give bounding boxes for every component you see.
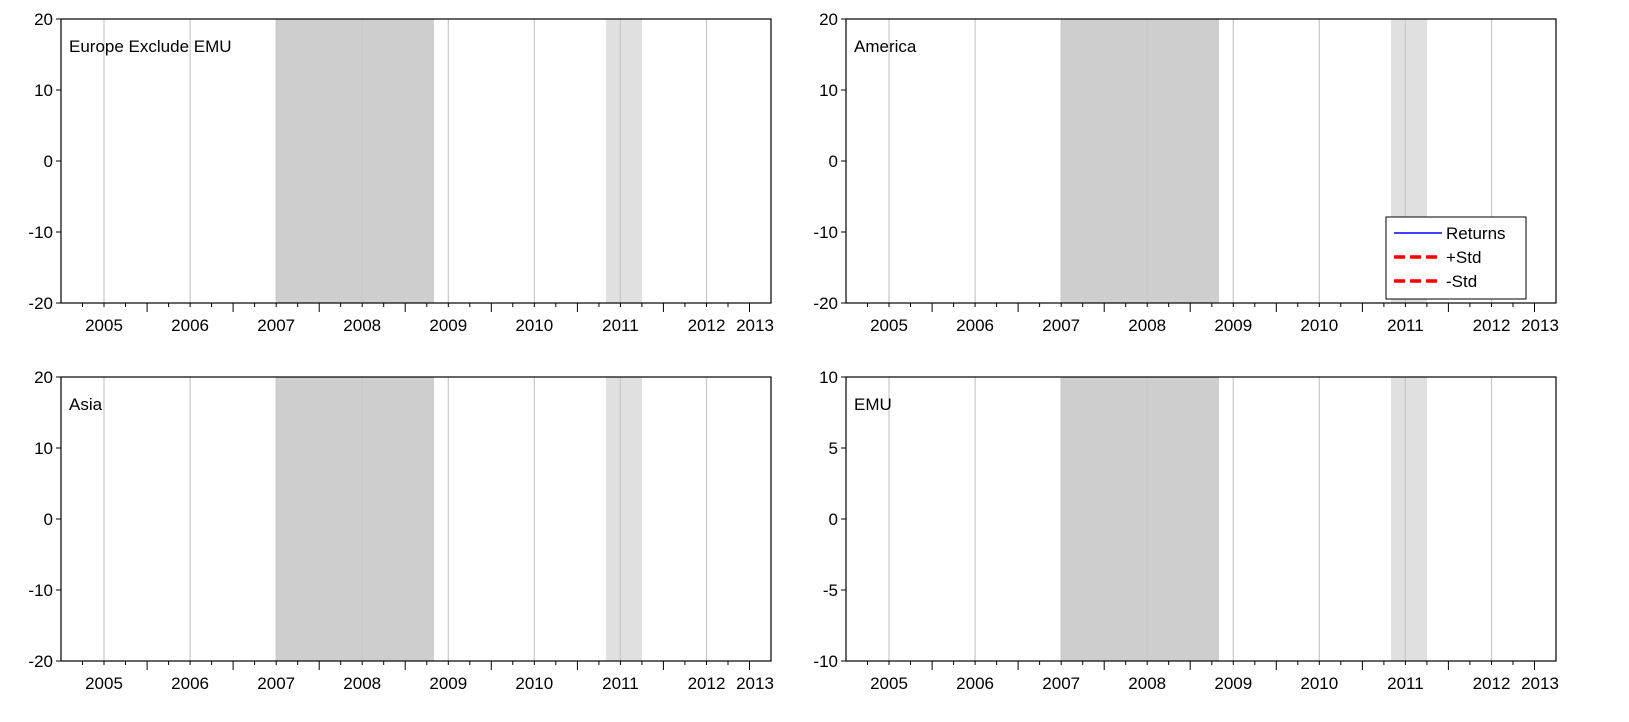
x-tick-label: 2006 [171,674,209,693]
x-tick-label: 2005 [870,674,908,693]
chart-panel: 10 5 0 -5 -10 2005 2006 2007 2008 2009 2010 2011 201… [813,368,1558,693]
x-tick-label: 2008 [343,316,381,335]
x-tick-label: 2011 [602,674,639,693]
y-tick-label: -10 [28,223,53,242]
shaded-period [1061,19,1219,303]
x-tick-label: 2007 [1042,674,1080,693]
x-tick-label: 2011 [1387,316,1424,335]
y-tick-label: 20 [34,10,53,29]
panel-title: Asia [69,395,103,414]
x-tick-label: 2012 [688,316,726,335]
x-tick-label: 2011 [602,316,639,335]
x-tick-label: 2009 [1214,316,1252,335]
x-tick-label: 2013 [736,316,774,335]
x-tick-label: 2013 [736,674,774,693]
legend-label: -Std [1446,272,1477,291]
y-tick-label: -20 [28,294,53,313]
y-tick-label: 20 [34,368,53,387]
shaded-period [1061,377,1219,661]
y-tick-label: 10 [819,368,838,387]
x-tick-label: 2010 [515,316,553,335]
x-tick-label: 2009 [429,316,467,335]
y-tick-label: 0 [44,152,53,171]
y-tick-label: 0 [829,152,838,171]
shaded-period [1391,377,1427,661]
x-tick-label: 2006 [171,316,209,335]
panel-title: Europe Exclude EMU [69,37,232,56]
x-tick-label: 2005 [85,316,123,335]
x-tick-label: 2013 [1521,316,1559,335]
x-tick-label: 2007 [1042,316,1080,335]
x-tick-label: 2007 [257,316,295,335]
legend: Returns +Std -Std [1385,216,1527,300]
x-tick-label: 2012 [1473,316,1511,335]
shaded-period [276,377,434,661]
y-tick-label: -20 [813,294,838,313]
panel-title: America [854,37,917,56]
y-tick-label: -10 [813,223,838,242]
x-tick-label: 2012 [1473,674,1511,693]
x-tick-label: 2012 [688,674,726,693]
x-tick-label: 2006 [956,316,994,335]
x-tick-label: 2006 [956,674,994,693]
y-tick-label: 0 [829,510,838,529]
x-tick-label: 2007 [257,674,295,693]
x-tick-label: 2010 [1300,674,1338,693]
x-tick-label: 2005 [870,316,908,335]
y-tick-label: 0 [44,510,53,529]
x-tick-label: 2009 [1214,674,1252,693]
shaded-period [276,19,434,303]
x-tick-label: 2011 [1387,674,1424,693]
legend-label: +Std [1446,248,1481,267]
legend-box [1385,216,1527,300]
shaded-period [606,377,642,661]
y-tick-label: 5 [829,439,838,458]
x-tick-label: 2010 [1300,316,1338,335]
y-tick-label: 10 [34,81,53,100]
legend-label: Returns [1446,224,1506,243]
y-tick-label: -5 [823,581,838,600]
y-tick-label: 10 [34,439,53,458]
x-tick-label: 2008 [343,674,381,693]
shaded-period [606,19,642,303]
y-tick-label: -20 [28,652,53,671]
y-tick-label: -10 [813,652,838,671]
y-tick-label: 20 [819,10,838,29]
panel-title: EMU [854,395,892,414]
y-tick-label: -10 [28,581,53,600]
x-tick-label: 2010 [515,674,553,693]
x-tick-label: 2008 [1128,674,1166,693]
y-tick-label: 10 [819,81,838,100]
x-tick-label: 2013 [1521,674,1559,693]
x-tick-label: 2009 [429,674,467,693]
x-tick-label: 2005 [85,674,123,693]
x-tick-label: 2008 [1128,316,1166,335]
